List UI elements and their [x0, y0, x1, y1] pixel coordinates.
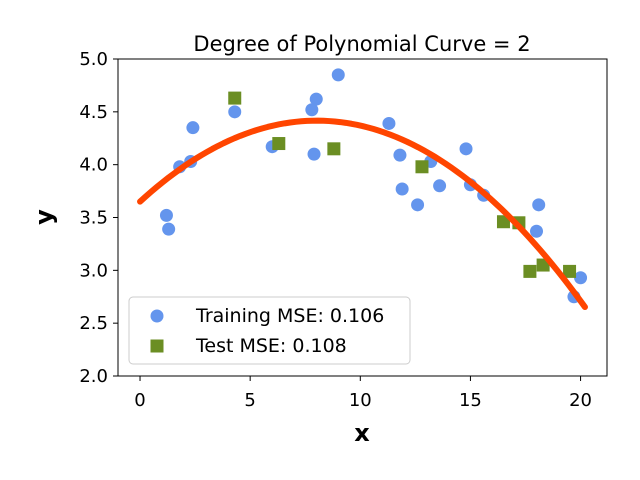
- training-point: [228, 105, 242, 119]
- training-point: [305, 103, 319, 117]
- x-tick-label: 5: [244, 390, 255, 411]
- training-point: [309, 92, 323, 106]
- y-axis-label: y: [30, 209, 58, 225]
- training-point: [532, 198, 546, 212]
- training-point: [411, 198, 425, 212]
- y-tick-label: 2.0: [79, 366, 108, 387]
- y-tick-label: 3.0: [79, 260, 108, 281]
- x-axis-ticks: 0 5 10 15 20: [134, 376, 592, 411]
- x-tick-label: 15: [459, 390, 482, 411]
- test-point: [415, 160, 429, 174]
- training-point: [186, 121, 200, 135]
- legend-label-test: Test MSE: 0.108: [195, 335, 347, 357]
- test-point: [272, 137, 286, 151]
- chart-title: Degree of Polynomial Curve = 2: [193, 32, 530, 56]
- training-point: [393, 148, 407, 162]
- training-point: [307, 147, 321, 161]
- training-point: [459, 142, 473, 156]
- y-tick-label: 4.5: [79, 102, 108, 123]
- training-point: [433, 179, 447, 193]
- fitted-curve-line: [137, 117, 588, 311]
- y-tick-label: 2.5: [79, 313, 108, 334]
- training-point: [159, 208, 173, 222]
- legend-marker-test: [150, 339, 164, 353]
- training-point: [530, 224, 544, 238]
- x-tick-label: 10: [349, 390, 372, 411]
- legend-marker-training: [150, 309, 164, 323]
- legend-box: [128, 296, 411, 365]
- plot-area: [137, 68, 588, 311]
- training-point: [395, 182, 409, 196]
- training-point: [162, 222, 176, 236]
- test-point: [228, 91, 242, 105]
- x-tick-label: 0: [134, 390, 145, 411]
- training-point: [331, 68, 345, 82]
- legend-label-training: Training MSE: 0.106: [195, 305, 384, 327]
- y-axis-ticks: 2.0 2.5 3.0 3.5 4.0 4.5 5.0: [79, 49, 118, 387]
- test-point: [327, 142, 341, 156]
- legend: Training MSE: 0.106 Test MSE: 0.108: [128, 296, 411, 365]
- y-tick-label: 3.5: [79, 208, 108, 229]
- y-tick-label: 4.0: [79, 155, 108, 176]
- training-point: [574, 271, 588, 285]
- test-point: [563, 264, 577, 278]
- test-point: [496, 215, 510, 229]
- training-point: [382, 116, 396, 130]
- x-tick-label: 20: [569, 390, 592, 411]
- y-tick-label: 5.0: [79, 49, 108, 70]
- x-axis-label: x: [354, 419, 370, 447]
- test-point: [523, 264, 537, 278]
